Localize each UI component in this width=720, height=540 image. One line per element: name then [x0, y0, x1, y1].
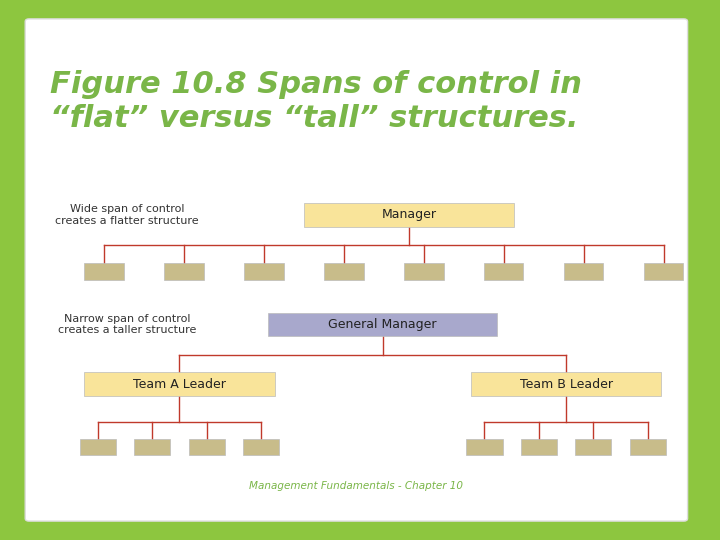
Text: Team A Leader: Team A Leader — [133, 377, 226, 390]
Bar — [629, 439, 666, 455]
Bar — [84, 262, 124, 280]
Text: Figure 10.8 Spans of control in
“flat” versus “tall” structures.: Figure 10.8 Spans of control in “flat” v… — [50, 70, 582, 133]
Bar — [80, 439, 116, 455]
Bar — [84, 372, 274, 396]
Bar — [575, 439, 611, 455]
Bar — [324, 262, 364, 280]
Bar — [564, 262, 603, 280]
Bar — [304, 203, 513, 227]
Text: 38: 38 — [389, 25, 406, 39]
Bar — [471, 372, 661, 396]
Bar — [244, 262, 284, 280]
Bar — [135, 439, 171, 455]
Bar — [404, 262, 444, 280]
Bar — [189, 439, 225, 455]
Bar — [521, 439, 557, 455]
Text: Narrow span of control
creates a taller structure: Narrow span of control creates a taller … — [58, 314, 197, 335]
Text: Team B Leader: Team B Leader — [520, 377, 613, 390]
Bar — [268, 313, 498, 336]
Text: Manager: Manager — [382, 208, 436, 221]
Text: Wide span of control
creates a flatter structure: Wide span of control creates a flatter s… — [55, 204, 199, 226]
Bar — [164, 262, 204, 280]
Bar — [467, 439, 503, 455]
Bar — [484, 262, 523, 280]
Text: General Manager: General Manager — [328, 318, 437, 331]
Bar — [243, 439, 279, 455]
Bar — [644, 262, 683, 280]
Text: Management Fundamentals - Chapter 10: Management Fundamentals - Chapter 10 — [249, 481, 464, 491]
